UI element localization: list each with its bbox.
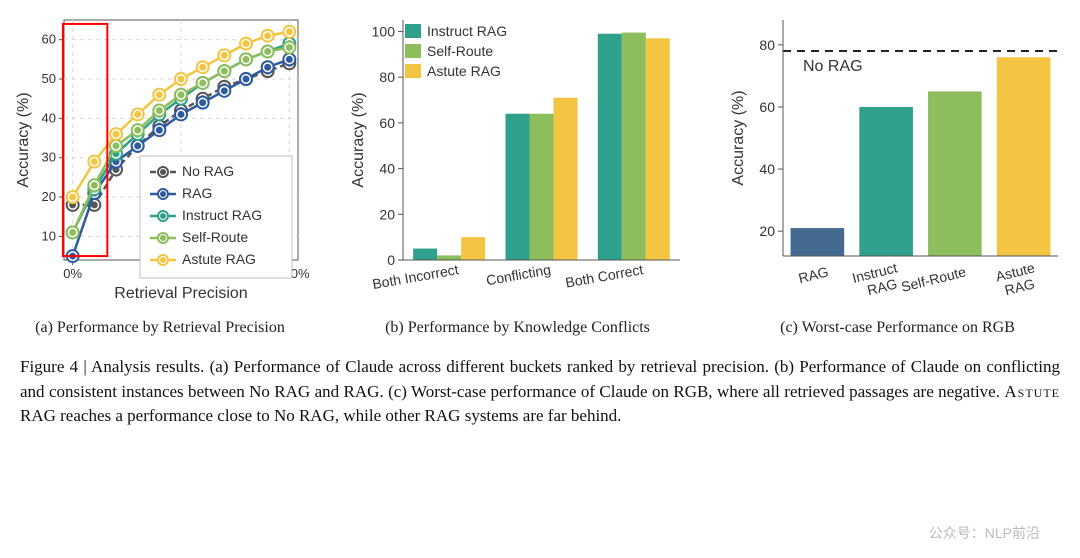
svg-text:50: 50 [42, 71, 56, 86]
subcaption-b: (b) Performance by Knowledge Conflicts [345, 319, 690, 337]
svg-text:Instruct RAG: Instruct RAG [182, 207, 262, 223]
caption-part-a: (a) Performance of Claude across differe… [204, 357, 769, 376]
svg-text:60: 60 [42, 32, 56, 47]
svg-text:0: 0 [387, 252, 395, 268]
svg-text:Accuracy (%): Accuracy (%) [730, 90, 747, 185]
svg-text:80: 80 [379, 69, 395, 85]
subcaptions-row: (a) Performance by Retrieval Precision (… [10, 319, 1070, 337]
svg-text:Self-Route: Self-Route [427, 43, 493, 59]
svg-text:20: 20 [379, 206, 395, 222]
figure-caption: Figure 4 | Analysis results. (a) Perform… [20, 355, 1060, 429]
svg-text:40: 40 [379, 161, 395, 177]
watermark-text: 公众号：NLP前沿 [929, 523, 1040, 543]
figure-sep: | [78, 357, 91, 376]
svg-text:Accuracy (%): Accuracy (%) [350, 92, 367, 187]
svg-text:No RAG: No RAG [803, 58, 863, 75]
svg-text:Astute RAG: Astute RAG [182, 251, 256, 267]
svg-text:Accuracy (%): Accuracy (%) [15, 92, 32, 187]
panels-row: 1020304050600%≤50%≤100%No RAGRAGInstruct… [10, 8, 1070, 313]
svg-text:80: 80 [759, 37, 775, 53]
svg-text:100: 100 [372, 23, 396, 39]
line-chart-retrieval-precision: 1020304050600%≤50%≤100%No RAGRAGInstruct… [10, 8, 310, 313]
svg-text:Retrieval Precision: Retrieval Precision [114, 285, 247, 302]
svg-text:60: 60 [759, 99, 775, 115]
svg-text:Astute RAG: Astute RAG [427, 63, 501, 79]
figure-title: Analysis results. [91, 357, 204, 376]
subcaption-a: (a) Performance by Retrieval Precision [10, 319, 310, 337]
svg-text:RAG: RAG [182, 185, 212, 201]
svg-text:60: 60 [379, 115, 395, 131]
grouped-bar-chart-knowledge-conflicts: 020406080100Both IncorrectConflictingBot… [345, 8, 690, 313]
caption-end: RAG reaches a performance close to No RA… [20, 406, 621, 425]
svg-text:Instruct RAG: Instruct RAG [427, 23, 507, 39]
svg-text:0%: 0% [63, 266, 82, 281]
svg-text:20: 20 [759, 223, 775, 239]
bar-chart-worst-case-rgb: 20406080No RAGRAGInstructRAGSelf-RouteAs… [725, 8, 1070, 313]
svg-text:20: 20 [42, 189, 56, 204]
figure-4: 1020304050600%≤50%≤100%No RAGRAGInstruct… [10, 8, 1070, 429]
subcaption-c: (c) Worst-case Performance on RGB [725, 319, 1070, 337]
svg-text:Self-Route: Self-Route [182, 229, 248, 245]
svg-text:No RAG: No RAG [182, 163, 234, 179]
svg-text:30: 30 [42, 150, 56, 165]
figure-label: Figure 4 [20, 357, 78, 376]
svg-text:10: 10 [42, 228, 56, 243]
svg-text:40: 40 [759, 161, 775, 177]
caption-part-c: (c) Worst-case performance of Claude on … [384, 382, 1005, 401]
svg-text:40: 40 [42, 110, 56, 125]
caption-astute: Astute [1004, 382, 1060, 401]
